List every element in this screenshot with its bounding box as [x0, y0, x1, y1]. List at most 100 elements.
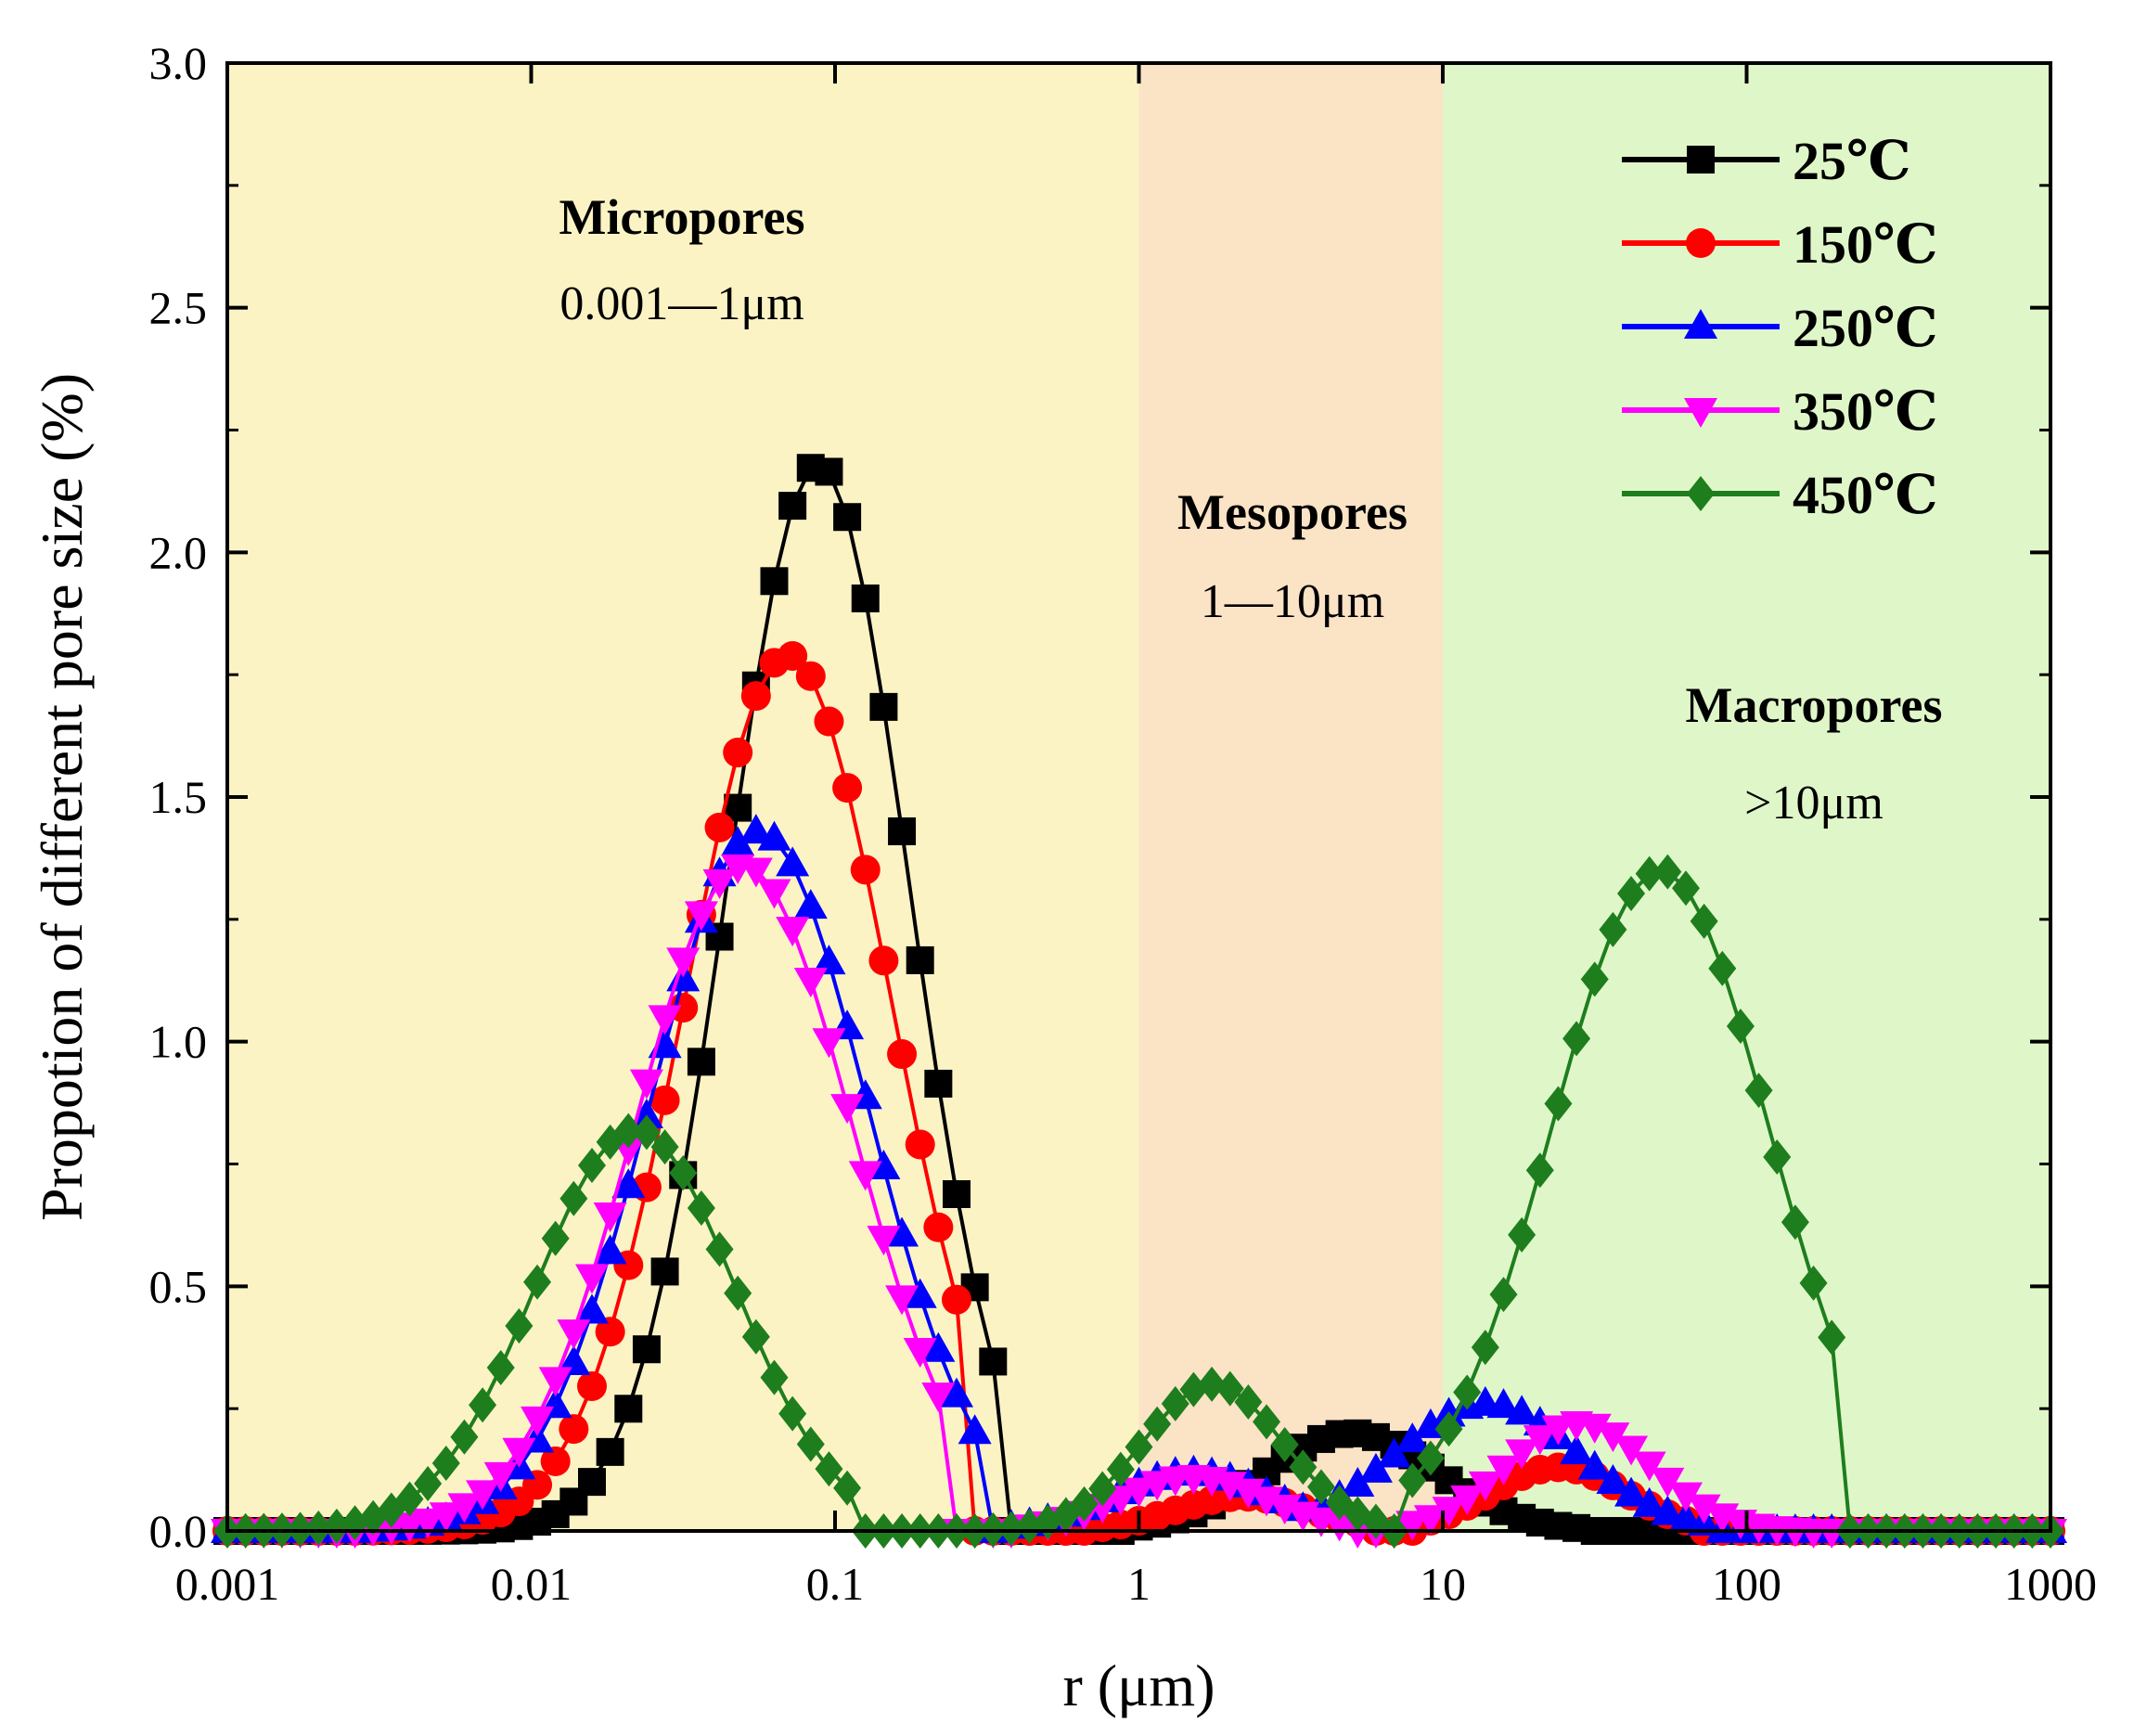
legend-marker	[1684, 398, 1717, 428]
data-point	[1653, 854, 1682, 890]
data-point	[1289, 1449, 1318, 1485]
data-point	[1486, 1455, 1521, 1485]
data-point	[1818, 1319, 1846, 1356]
data-point	[629, 1069, 663, 1099]
data-point	[793, 968, 828, 998]
data-point	[833, 1470, 862, 1506]
data-point	[1215, 1370, 1244, 1407]
x-tick-label: 0.001	[175, 1558, 280, 1610]
legend-item-0: 25℃	[1622, 131, 1911, 191]
series-4	[213, 854, 2064, 1549]
data-point	[538, 1367, 572, 1397]
data-point	[1744, 1073, 1773, 1109]
data-point	[885, 1216, 919, 1247]
data-point	[888, 817, 917, 845]
data-point	[1672, 870, 1700, 907]
y-tick-label: 2.5	[149, 282, 208, 334]
data-point	[1179, 1371, 1208, 1408]
data-point	[1577, 1413, 1612, 1444]
data-point	[793, 889, 828, 919]
data-point	[1122, 1477, 1156, 1508]
data-point	[776, 846, 810, 877]
data-point	[684, 901, 718, 932]
data-point	[593, 1234, 627, 1265]
data-point	[1799, 1265, 1828, 1301]
data-point	[1708, 950, 1737, 986]
data-point	[776, 917, 810, 947]
data-point	[1614, 1476, 1649, 1507]
data-point	[614, 1112, 643, 1149]
data-point	[649, 1085, 680, 1115]
region-title-2: Macropores	[1686, 677, 1943, 733]
y-tick-label: 0.5	[149, 1260, 208, 1312]
data-point	[1434, 1411, 1463, 1447]
data-point	[648, 1005, 682, 1035]
data-point	[943, 1180, 971, 1209]
data-point	[469, 1387, 497, 1423]
region-range-1: 1—10μm	[1201, 575, 1384, 628]
data-point	[812, 945, 846, 975]
data-point	[632, 1114, 661, 1151]
data-point	[704, 812, 735, 842]
data-point	[577, 1370, 607, 1401]
data-point	[1508, 1216, 1536, 1253]
data-point	[1161, 1385, 1189, 1421]
x-tick-label: 10	[1420, 1558, 1466, 1610]
data-point	[757, 820, 791, 851]
data-point	[304, 1511, 333, 1547]
data-point	[578, 1468, 606, 1497]
data-point	[903, 1338, 937, 1369]
data-point	[1250, 1486, 1284, 1517]
data-point	[1143, 1406, 1172, 1442]
legend-item-2: 250℃	[1622, 298, 1938, 358]
data-point	[760, 567, 789, 596]
data-point	[559, 1180, 588, 1216]
data-point	[1669, 1482, 1703, 1512]
data-point	[1690, 903, 1718, 939]
data-point	[1088, 1471, 1117, 1507]
legend-marker	[1687, 146, 1715, 174]
data-point	[740, 681, 771, 712]
data-point	[541, 1220, 570, 1256]
data-point	[1471, 1330, 1499, 1366]
data-series	[211, 454, 2067, 1549]
data-point	[906, 945, 934, 974]
data-point	[611, 1168, 646, 1199]
data-point	[595, 1317, 625, 1347]
data-point	[721, 826, 755, 856]
data-point	[1307, 1469, 1335, 1505]
data-point	[1468, 1471, 1502, 1501]
legend-label: 250℃	[1793, 298, 1938, 358]
data-point	[815, 457, 843, 486]
data-point	[1780, 1204, 1809, 1241]
data-point	[1580, 961, 1609, 997]
data-point	[887, 1039, 918, 1070]
legend-item-4: 450℃	[1622, 465, 1938, 525]
data-point	[741, 1318, 770, 1355]
data-point	[650, 1129, 679, 1165]
legend-marker	[1684, 309, 1717, 339]
data-point	[924, 1069, 953, 1098]
data-point	[1198, 1366, 1227, 1402]
data-point	[540, 1446, 571, 1476]
data-point	[666, 947, 701, 978]
x-tick-label: 1	[1127, 1558, 1151, 1610]
data-point	[1395, 1422, 1430, 1453]
data-point	[575, 1293, 609, 1324]
data-point	[812, 1028, 846, 1059]
data-point	[596, 1437, 624, 1466]
data-point	[1413, 1505, 1447, 1536]
y-tick-label: 3.0	[149, 37, 208, 89]
y-tick-label: 1.0	[149, 1016, 208, 1068]
data-point	[921, 1331, 956, 1362]
region-title-1: Mesopores	[1177, 484, 1408, 540]
data-point	[1651, 1495, 1685, 1525]
data-point	[1432, 1497, 1466, 1527]
data-point	[523, 1264, 552, 1300]
data-point	[832, 773, 863, 804]
data-point	[1525, 1152, 1554, 1189]
data-point	[411, 1508, 445, 1538]
y-axis-title: Propotion of different pore size (%)	[29, 373, 95, 1221]
data-point	[795, 661, 826, 691]
